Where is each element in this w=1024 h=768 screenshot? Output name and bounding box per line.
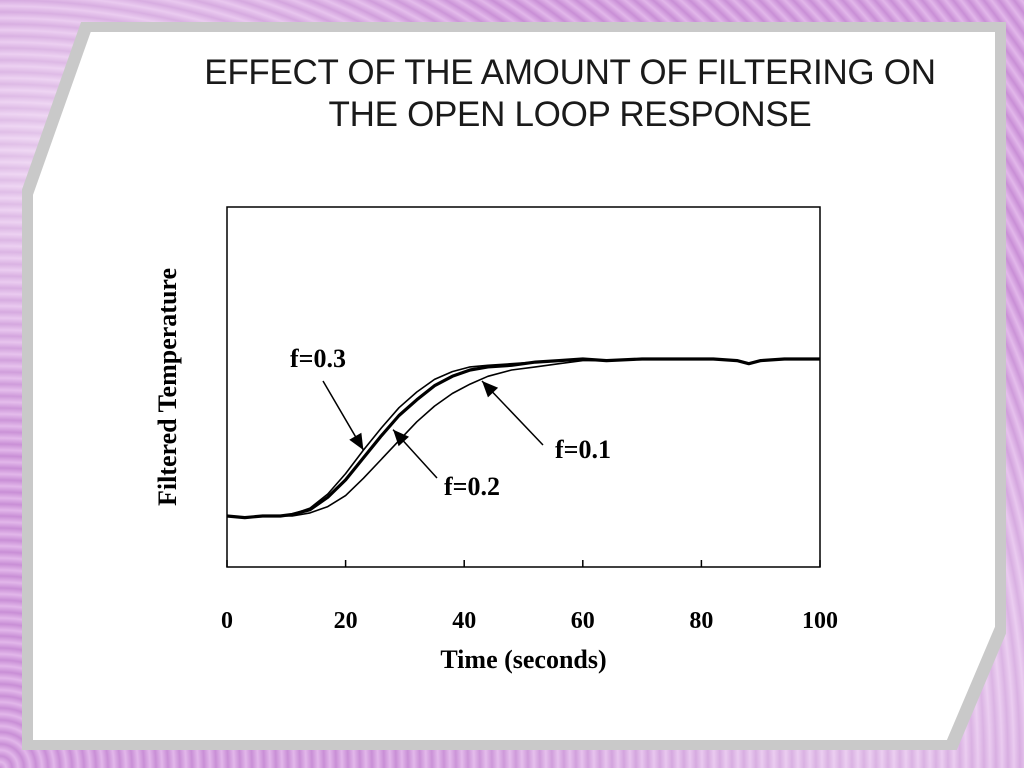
x-tick-label-20: 20	[334, 608, 358, 634]
slide-title-line-1: EFFECT OF THE AMOUNT OF FILTERING ON	[204, 53, 936, 92]
annotation-label-f-0-1: f=0.1	[555, 435, 611, 464]
x-tick-label-60: 60	[571, 608, 595, 634]
x-axis-label: Time (seconds)	[440, 645, 606, 674]
plot-area	[226, 206, 821, 568]
x-tick-label-40: 40	[452, 608, 476, 634]
x-tick-label-0: 0	[221, 608, 233, 634]
x-tick-label-100: 100	[802, 608, 838, 634]
annotation-label-f-0-2: f=0.2	[444, 472, 500, 501]
annotation-arrowhead-f-0-3	[349, 432, 364, 451]
annotation-label-f-0-3: f=0.3	[290, 344, 346, 373]
series-line-f-0-1	[226, 358, 820, 519]
y-axis-label: Filtered Temperature	[153, 268, 182, 506]
slide-title-line-2: THE OPEN LOOP RESPONSE	[328, 95, 812, 134]
slide-title: EFFECT OF THE AMOUNT OF FILTERING ON THE…	[120, 52, 1020, 136]
x-tick-label-80: 80	[689, 608, 713, 634]
annotation-arrowhead-f-0-2	[393, 429, 409, 447]
annotation-arrowhead-f-0-1	[481, 380, 499, 398]
